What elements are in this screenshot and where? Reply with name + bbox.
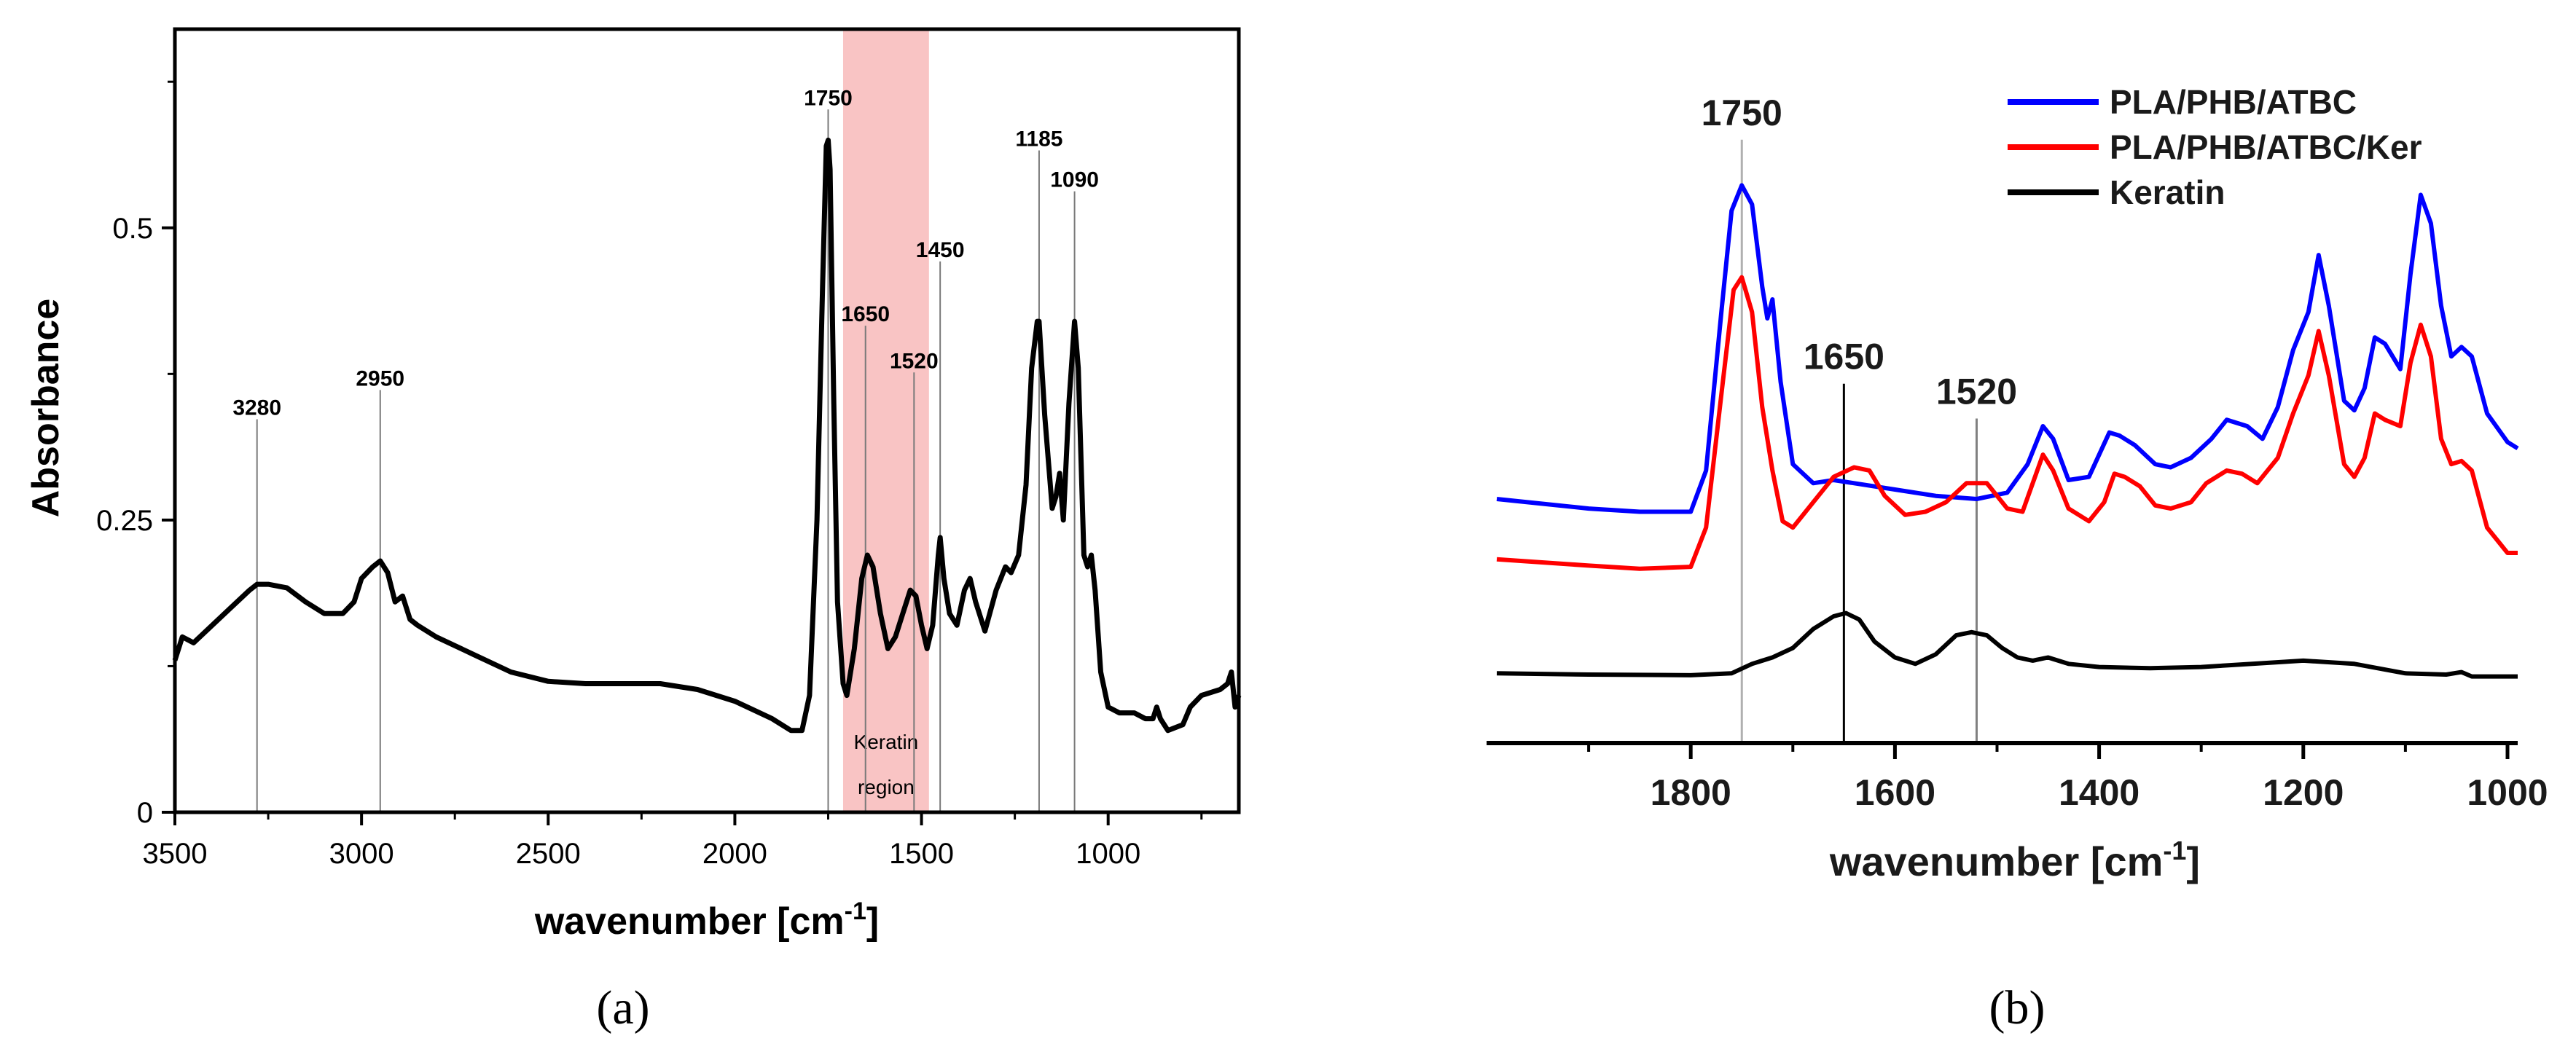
series-line-keratin xyxy=(172,137,1242,734)
keratin-region-shade xyxy=(842,29,929,812)
legend: PLA/PHB/ATBC PLA/PHB/ATBC/Ker Keratin xyxy=(2008,83,2422,211)
x-axis-label-close: ] xyxy=(866,900,879,943)
peak-label-1750: 1750 xyxy=(804,86,853,110)
y-axis-label: Absorbance xyxy=(25,299,67,518)
y-tick-label: 0 xyxy=(137,797,153,829)
legend-label-1: PLA/PHB/ATBC/Ker xyxy=(2110,128,2422,166)
x-axis-label-sup: -1 xyxy=(2163,836,2186,865)
panel-b-chart: 1750 1650 1520 1800 1600 1400 1200 1000 wavenumb… xyxy=(1487,83,2548,1034)
legend-label-0: PLA/PHB/ATBC xyxy=(2110,83,2357,121)
series-line-2 xyxy=(1496,610,2518,679)
peak-label-3280: 3280 xyxy=(232,396,281,420)
keratin-region-label: region xyxy=(858,776,915,798)
peak-label-1520: 1520 xyxy=(1936,372,2017,412)
x-tick-label: 2000 xyxy=(702,838,767,870)
x-tick-label: 1000 xyxy=(1076,838,1140,870)
x-tick-label: 3000 xyxy=(329,838,394,870)
x-tick-label: 2500 xyxy=(516,838,581,870)
series-line-1 xyxy=(1496,275,2518,571)
legend-label-2: Keratin xyxy=(2110,173,2225,211)
panel-b-label: (b) xyxy=(1989,981,2045,1034)
panel-a-label: (a) xyxy=(596,981,649,1034)
x-tick-label: 1600 xyxy=(1855,772,1935,813)
x-axis-label: wavenumber [cm-1] xyxy=(1829,836,2200,884)
y-tick-label: 0.5 xyxy=(112,213,153,245)
peak-label-1750: 1750 xyxy=(1702,93,1782,133)
x-tick-label: 1200 xyxy=(2263,772,2344,813)
plot-frame xyxy=(173,27,1241,814)
peak-label-2950: 2950 xyxy=(356,366,404,390)
keratin-region-label: Keratin xyxy=(854,731,919,753)
x-tick-label: 1800 xyxy=(1651,772,1731,813)
peak-label-1520: 1520 xyxy=(890,349,939,373)
x-tick-label: 1500 xyxy=(889,838,954,870)
x-axis-label-close: ] xyxy=(2186,838,2200,884)
peak-label-1650: 1650 xyxy=(841,302,890,326)
x-axis-label-sup: -1 xyxy=(845,897,866,925)
peak-label-1650: 1650 xyxy=(1804,337,1884,377)
x-axis-label: wavenumber [cm-1] xyxy=(534,897,879,943)
x-tick-label: 1000 xyxy=(2467,772,2548,813)
series-line-0 xyxy=(1496,183,2519,514)
x-axis-label-text: wavenumber [cm xyxy=(1829,838,2164,884)
x-tick-label: 3500 xyxy=(143,838,208,870)
y-tick-label: 0.25 xyxy=(96,505,153,537)
x-tick-label: 1400 xyxy=(2059,772,2140,813)
peak-label-1185: 1185 xyxy=(1015,127,1062,151)
x-axis-label-text: wavenumber [cm xyxy=(534,900,845,943)
peak-label-1090: 1090 xyxy=(1050,168,1099,192)
peak-label-1450: 1450 xyxy=(916,238,965,262)
